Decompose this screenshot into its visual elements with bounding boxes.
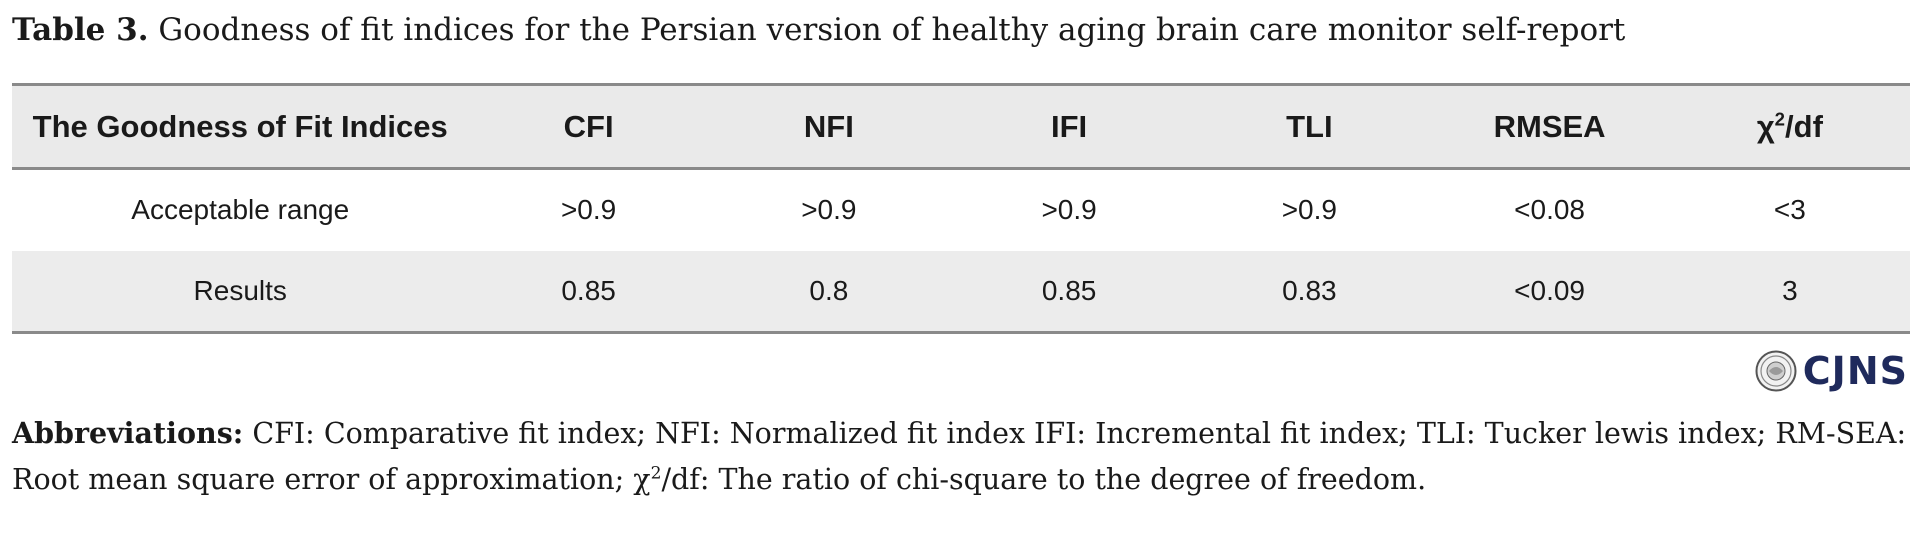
header-ifi: IFI — [948, 83, 1190, 170]
df-suffix: /df — [1785, 108, 1823, 144]
abbreviations-label: Abbreviations: — [12, 416, 244, 450]
abbreviations-superscript: 2 — [650, 463, 662, 484]
table-caption: Table 3. Goodness of fit indices for the… — [12, 8, 1625, 52]
cell-nfi: 0.8 — [708, 250, 949, 334]
abbreviations-note: Abbreviations: CFI: Comparative fit inde… — [12, 410, 1910, 503]
cell-chi-square-df: 3 — [1669, 250, 1910, 334]
chi-superscript: 2 — [1774, 108, 1786, 130]
cell-tli: >0.9 — [1281, 194, 1337, 226]
header-rmsea: RMSEA — [1429, 83, 1670, 170]
header-cfi: CFI — [468, 83, 709, 170]
cell-ifi: 0.85 — [948, 250, 1190, 334]
header-chi-square-df: χ2/df — [1669, 83, 1910, 170]
cell-rmsea: <0.08 — [1514, 194, 1586, 226]
chi-symbol: χ — [1756, 108, 1775, 144]
cell-tli: 0.83 — [1189, 250, 1430, 334]
header-tli: TLI — [1189, 83, 1430, 170]
abbreviations-text-end: /df: The ratio of chi-square to the degr… — [661, 463, 1427, 496]
row-label: Acceptable range — [131, 194, 350, 226]
row-label: Results — [12, 250, 469, 334]
cell-ifi: >0.9 — [1041, 194, 1097, 226]
table-row: Results 0.85 0.8 0.85 0.83 <0.09 3 — [12, 250, 1910, 334]
journal-brand-text: CJNS — [1802, 349, 1908, 393]
caption-text: Goodness of fit indices for the Persian … — [148, 12, 1626, 48]
journal-seal-icon — [1755, 350, 1797, 392]
cell-rmsea: <0.09 — [1429, 250, 1670, 334]
cell-cfi: 0.85 — [468, 250, 709, 334]
table-row: Acceptable range >0.9 >0.9 >0.9 >0.9 <0.… — [12, 169, 1910, 251]
cell-nfi: >0.9 — [801, 194, 857, 226]
header-nfi: NFI — [708, 83, 949, 170]
journal-logo: CJNS — [1755, 349, 1908, 393]
abbreviations-text: CFI: Comparative fit index; NFI: Normali… — [12, 417, 1907, 496]
fit-indices-table-container: The Goodness of Fit Indices CFI NFI IFI … — [12, 83, 1910, 334]
cell-chi-square-df: <3 — [1773, 194, 1806, 226]
fit-indices-table: The Goodness of Fit Indices CFI NFI IFI … — [12, 83, 1910, 334]
table-header-row: The Goodness of Fit Indices CFI NFI IFI … — [12, 83, 1910, 170]
cell-cfi: >0.9 — [560, 194, 617, 226]
caption-label: Table 3. — [12, 12, 149, 48]
header-indices: The Goodness of Fit Indices — [12, 83, 469, 170]
